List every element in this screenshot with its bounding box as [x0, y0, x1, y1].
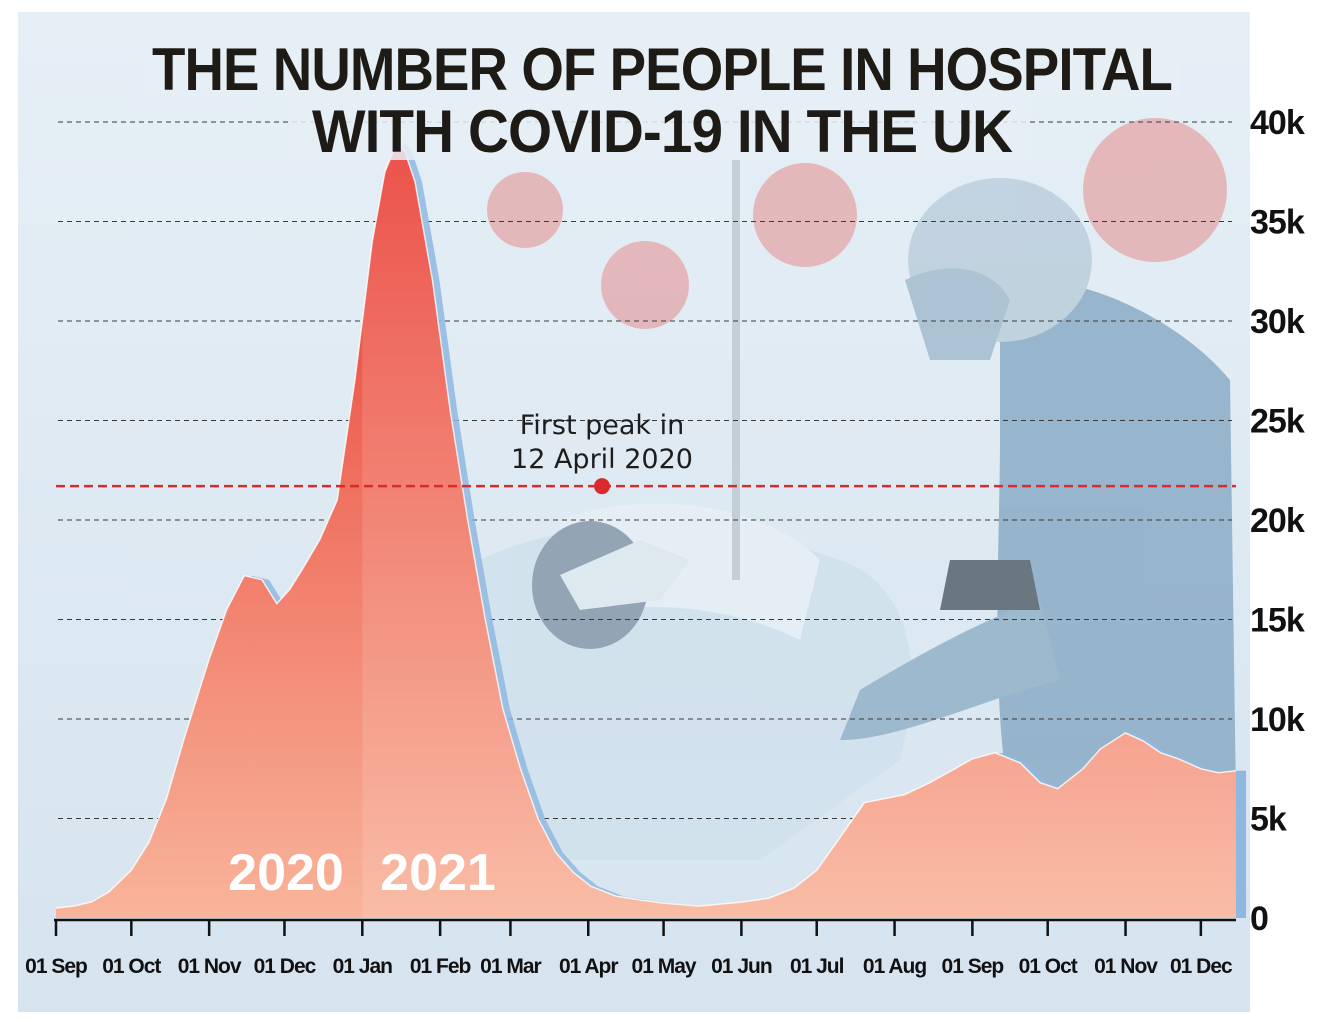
- virus-icon: [601, 241, 689, 329]
- x-tick-label: 01 Feb: [410, 955, 471, 978]
- x-tick-label: 01 Dec: [1170, 955, 1233, 978]
- title-line-1: THE NUMBER OF PEOPLE IN HOSPITAL: [152, 36, 1172, 103]
- background-illustration: [477, 118, 1236, 860]
- x-tick-label: 01 Jan: [333, 955, 393, 978]
- reference-marker: [594, 478, 610, 495]
- title-line-2: WITH COVID-19 IN THE UK: [312, 98, 1013, 165]
- x-tick-label: 01 May: [632, 955, 697, 978]
- medic-body-shape: [997, 278, 1236, 800]
- x-tick-label: 01 Aug: [863, 955, 926, 978]
- mask-shape: [560, 540, 690, 610]
- series-area: [56, 141, 1236, 918]
- x-tick-label: 01 Mar: [480, 955, 541, 978]
- area-edge: [1236, 770, 1246, 918]
- x-tick-label: 01 Apr: [559, 955, 618, 978]
- y-tick-label: 0: [1250, 900, 1268, 938]
- x-axis: 01 Sep 01 Oct 01 Nov 01 Dec 01 Jan 01 Feb 01 M…: [25, 918, 1236, 978]
- y-tick-label: 35k: [1250, 204, 1305, 242]
- y-tick-label: 20k: [1250, 502, 1305, 540]
- x-tick-label: 01 Sep: [942, 955, 1004, 978]
- title-backdrop: [150, 30, 1180, 96]
- annotation-line-2: 12 April 2020: [511, 444, 693, 475]
- reference-line-group: [56, 478, 1236, 495]
- x-tick-label: 01 Jun: [711, 955, 772, 978]
- y-tick-label: 30k: [1250, 303, 1305, 341]
- medic-visor-shape: [905, 268, 1010, 360]
- x-tick-label: 01 Nov: [178, 955, 242, 978]
- y-tick-label: 10k: [1250, 701, 1305, 739]
- y-tick-label: 15k: [1250, 602, 1305, 640]
- medic-arm-shape: [840, 600, 1060, 740]
- virus-icon: [753, 163, 857, 267]
- y-tick-label: 5k: [1250, 801, 1287, 839]
- iv-pole-shape: [732, 160, 740, 580]
- x-tick-label: 01 Oct: [1019, 955, 1078, 978]
- x-tick-label: 01 Jul: [790, 955, 844, 978]
- x-tick-label: 01 Oct: [102, 955, 161, 978]
- y-tick-label: 40k: [1250, 104, 1305, 142]
- x-tick-label: 01 Dec: [254, 955, 317, 978]
- year-label-2021: 2021: [380, 844, 496, 902]
- x-tick-label: 01 Sep: [25, 955, 87, 978]
- y-axis: 0 5k 10k 15k 20k 25k 30k 35k 40k: [1250, 104, 1306, 938]
- virus-icon: [1083, 118, 1227, 262]
- title-backdrop: [290, 96, 1030, 160]
- series-line: [55, 140, 1237, 909]
- annotation-line-1: First peak in: [520, 410, 685, 441]
- telephone-shape: [940, 560, 1040, 610]
- y-tick-label: 25k: [1250, 403, 1305, 441]
- year-label-2020: 2020: [228, 844, 344, 902]
- x-tick-label: 01 Nov: [1094, 955, 1158, 978]
- virus-icon: [487, 172, 563, 248]
